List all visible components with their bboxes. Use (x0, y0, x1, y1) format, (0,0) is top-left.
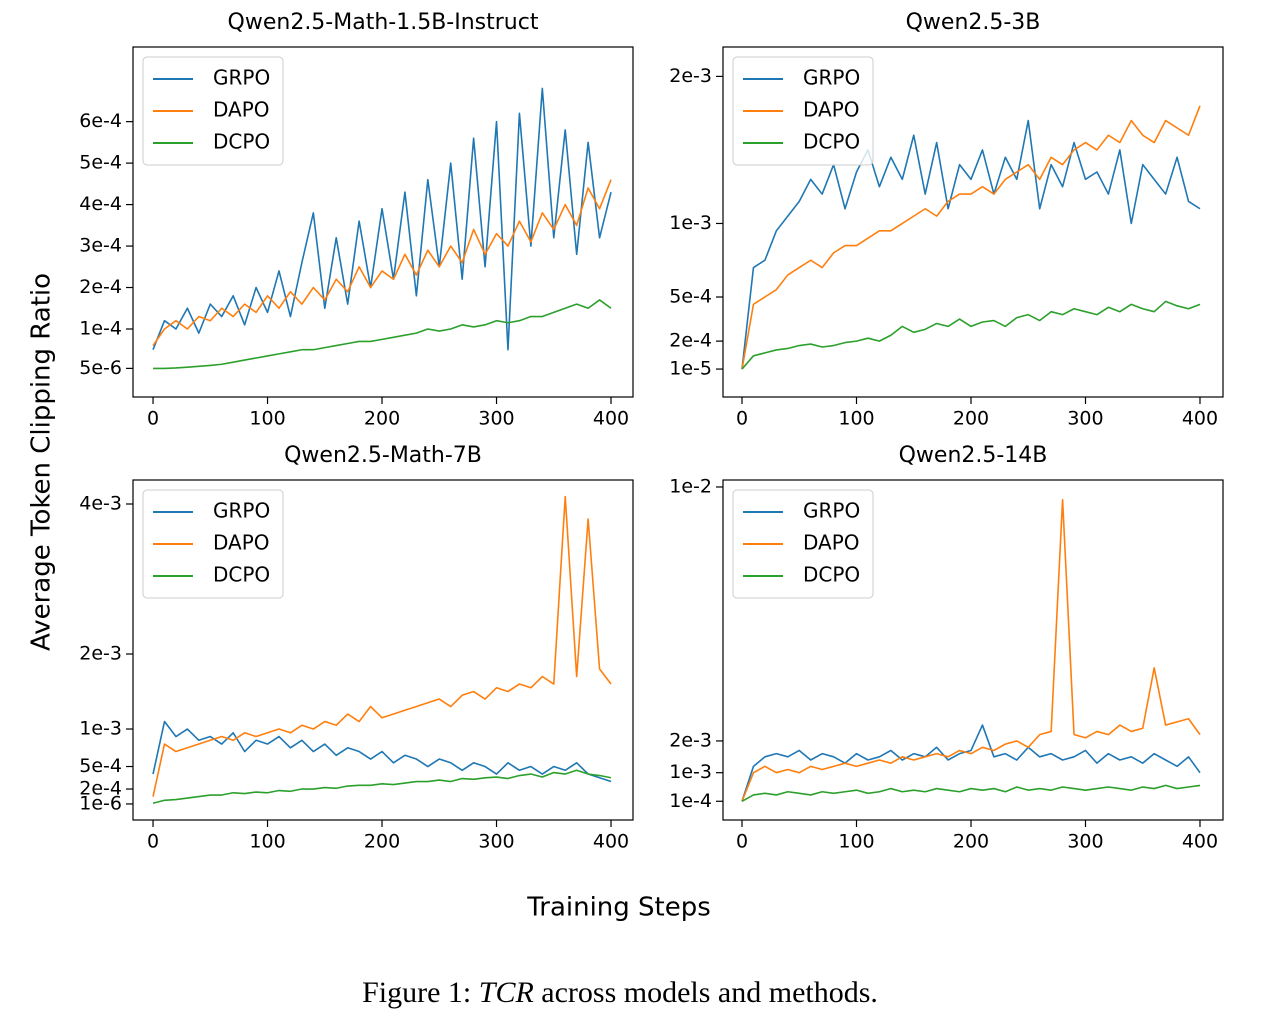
legend-label: GRPO (803, 66, 860, 90)
legend-label: DCPO (213, 563, 270, 587)
legend-label: DCPO (803, 563, 860, 587)
series-line (741, 498, 1201, 802)
x-tick-label: 100 (838, 831, 874, 853)
series-line (741, 784, 1201, 802)
plot-frame (132, 479, 634, 821)
legend-label: GRPO (213, 66, 270, 90)
plot-frame (722, 479, 1224, 821)
x-tick-label: 300 (478, 408, 514, 430)
y-tick-label: 6e-4 (79, 110, 122, 132)
y-tick-label: 5e-4 (79, 755, 122, 777)
y-tick-label: 3e-4 (79, 235, 122, 257)
x-tick-label: 400 (593, 408, 629, 430)
plot-frame (132, 46, 634, 398)
y-tick-label: 2e-4 (79, 778, 122, 800)
y-tick-label: 1e-3 (669, 761, 712, 783)
x-tick-label: 300 (478, 831, 514, 853)
y-tick-label: 2e-4 (79, 276, 122, 298)
legend-label: DCPO (213, 130, 270, 154)
y-tick-label: 5e-4 (669, 286, 712, 308)
series-line (152, 179, 612, 347)
y-tick-label: 2e-3 (669, 729, 712, 751)
legend-label: DAPO (213, 531, 270, 555)
chart-title: Qwen2.5-Math-7B (284, 443, 482, 468)
y-tick-label: 1e-4 (669, 790, 712, 812)
y-tick-label: 2e-3 (669, 65, 712, 87)
chart-title: Qwen2.5-14B (899, 443, 1048, 468)
series-line (741, 724, 1201, 802)
plot-frame (722, 46, 1224, 398)
chart-title: Qwen2.5-3B (906, 10, 1041, 35)
y-axis-label: Average Token Clipping Ratio (27, 273, 57, 651)
legend-box (142, 56, 284, 166)
x-tick-label: 200 (364, 408, 400, 430)
y-tick-label: 1e-3 (669, 212, 712, 234)
series-line (152, 769, 612, 805)
x-tick-label: 200 (953, 831, 989, 853)
x-tick-label: 0 (147, 831, 159, 853)
x-axis-label: Training Steps (526, 893, 711, 923)
x-tick-label: 0 (147, 408, 159, 430)
series-line (741, 105, 1201, 370)
x-tick-label: 100 (249, 408, 285, 430)
legend-box (732, 489, 874, 599)
x-tick-label: 400 (593, 831, 629, 853)
y-tick-label: 5e-6 (79, 357, 122, 379)
caption-emph: TCR (479, 976, 534, 1009)
series-line (152, 495, 612, 797)
x-tick-label: 300 (1067, 831, 1103, 853)
caption-prefix: Figure 1: (362, 976, 471, 1009)
legend-box (142, 489, 284, 599)
x-tick-label: 300 (1067, 408, 1103, 430)
legend-label: GRPO (213, 499, 270, 523)
series-line (152, 720, 612, 783)
y-tick-label: 2e-4 (669, 330, 712, 352)
chart-title: Qwen2.5-Math-1.5B-Instruct (228, 10, 539, 35)
x-tick-label: 400 (1182, 408, 1218, 430)
x-tick-label: 0 (736, 831, 748, 853)
y-tick-label: 1e-5 (669, 358, 712, 380)
x-tick-label: 200 (953, 408, 989, 430)
legend-label: DCPO (803, 130, 860, 154)
legend-label: GRPO (803, 499, 860, 523)
caption-rest: across models and methods. (541, 976, 878, 1009)
legend-label: DAPO (803, 531, 860, 555)
caption: Figure 1: TCR across models and methods. (362, 976, 878, 1009)
series-line (152, 87, 612, 351)
series-line (153, 299, 612, 370)
y-tick-label: 5e-4 (79, 152, 122, 174)
legend-label: DAPO (213, 98, 270, 122)
series-line (741, 300, 1201, 370)
y-tick-label: 4e-4 (79, 193, 122, 215)
y-tick-label: 1e-4 (79, 317, 122, 339)
y-tick-label: 2e-3 (79, 643, 122, 665)
y-tick-label: 1e-3 (79, 718, 122, 740)
x-tick-label: 0 (736, 408, 748, 430)
series-line (741, 119, 1201, 370)
y-tick-label: 1e-6 (79, 792, 122, 814)
legend-box (732, 56, 874, 166)
y-tick-label: 1e-2 (669, 475, 712, 497)
x-tick-label: 100 (838, 408, 874, 430)
x-tick-label: 100 (249, 831, 285, 853)
legend-label: DAPO (803, 98, 860, 122)
y-tick-label: 4e-3 (79, 493, 122, 515)
x-tick-label: 200 (364, 831, 400, 853)
x-tick-label: 400 (1182, 831, 1218, 853)
